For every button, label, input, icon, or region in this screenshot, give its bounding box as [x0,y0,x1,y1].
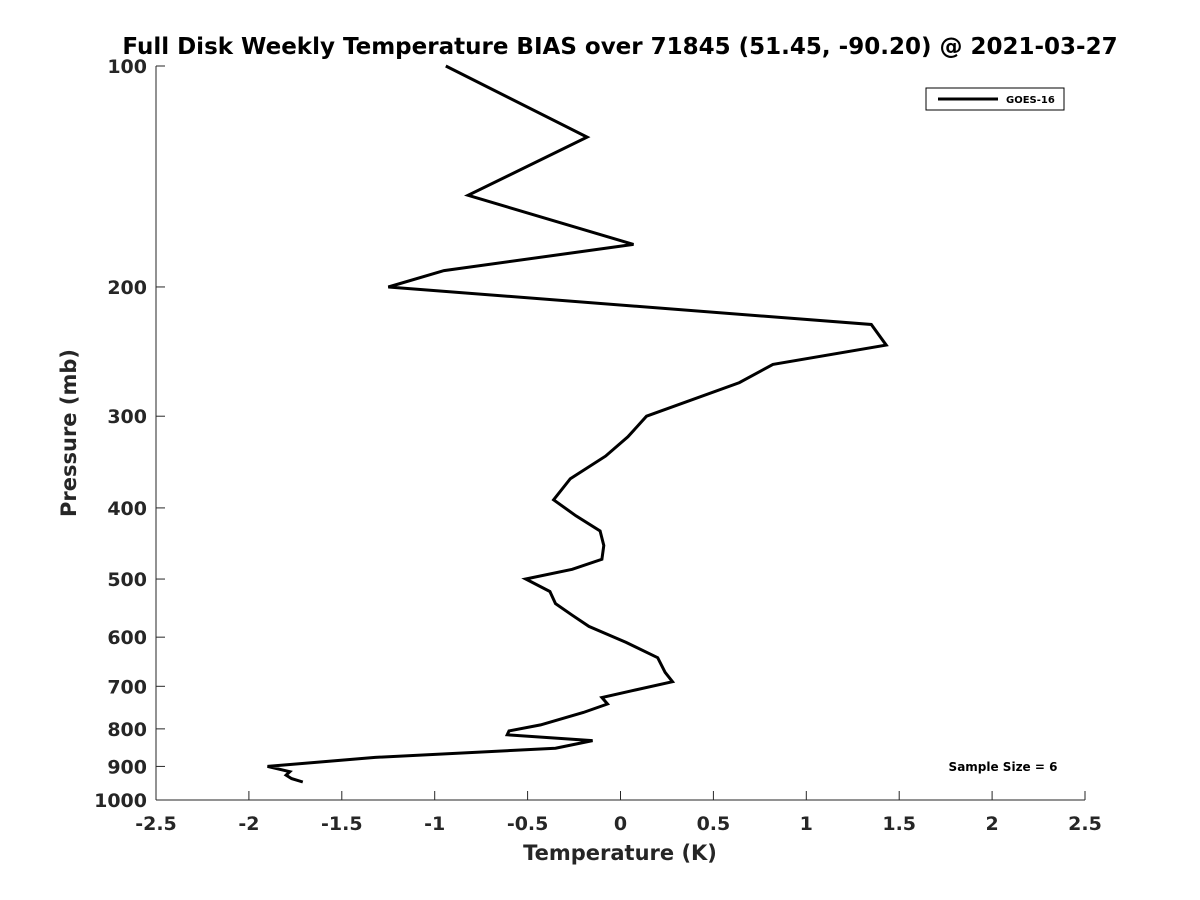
x-tick-label: 1 [800,813,813,835]
y-tick-label: 100 [107,56,147,78]
x-tick-label: 2 [985,813,998,835]
x-ticks: -2.5 -2 -1.5 -1 -0.5 0 0.5 1 1.5 2 2.5 [135,791,1102,835]
x-tick-label: -2 [238,813,259,835]
y-tick-label: 500 [107,569,147,591]
chart-title: Full Disk Weekly Temperature BIAS over 7… [122,34,1117,60]
x-tick-label: -1 [424,813,445,835]
x-tick-label: 1.5 [882,813,916,835]
x-tick-label: 0 [614,813,627,835]
plot-area: -2.5 -2 -1.5 -1 -0.5 0 0.5 1 1.5 2 2.5 100 200 300 40… [94,56,1102,835]
x-axis-label: Temperature (K) [523,841,717,865]
y-tick-label: 900 [107,756,147,778]
legend-label: GOES-16 [1006,95,1055,106]
sample-size-annotation: Sample Size = 6 [949,760,1058,774]
y-tick-label: 800 [107,719,147,741]
series-layer [267,64,889,784]
x-tick-label: -0.5 [507,813,549,835]
legend: GOES-16 [925,87,1065,111]
y-tick-label: 200 [107,277,147,299]
series-line [267,64,889,784]
y-tick-label: 600 [107,627,147,649]
y-tick-label: 700 [107,676,147,698]
y-tick-label: 1000 [94,790,147,812]
x-tick-label: -1.5 [321,813,363,835]
x-tick-label: 2.5 [1068,813,1102,835]
x-tick-label: -2.5 [135,813,177,835]
x-tick-label: 0.5 [697,813,731,835]
y-ticks: 100 200 300 400 500 600 700 800 900 1000 [94,56,165,812]
y-tick-label: 400 [107,498,147,520]
y-axis-label: Pressure (mb) [57,349,81,517]
y-tick-label: 300 [107,406,147,428]
